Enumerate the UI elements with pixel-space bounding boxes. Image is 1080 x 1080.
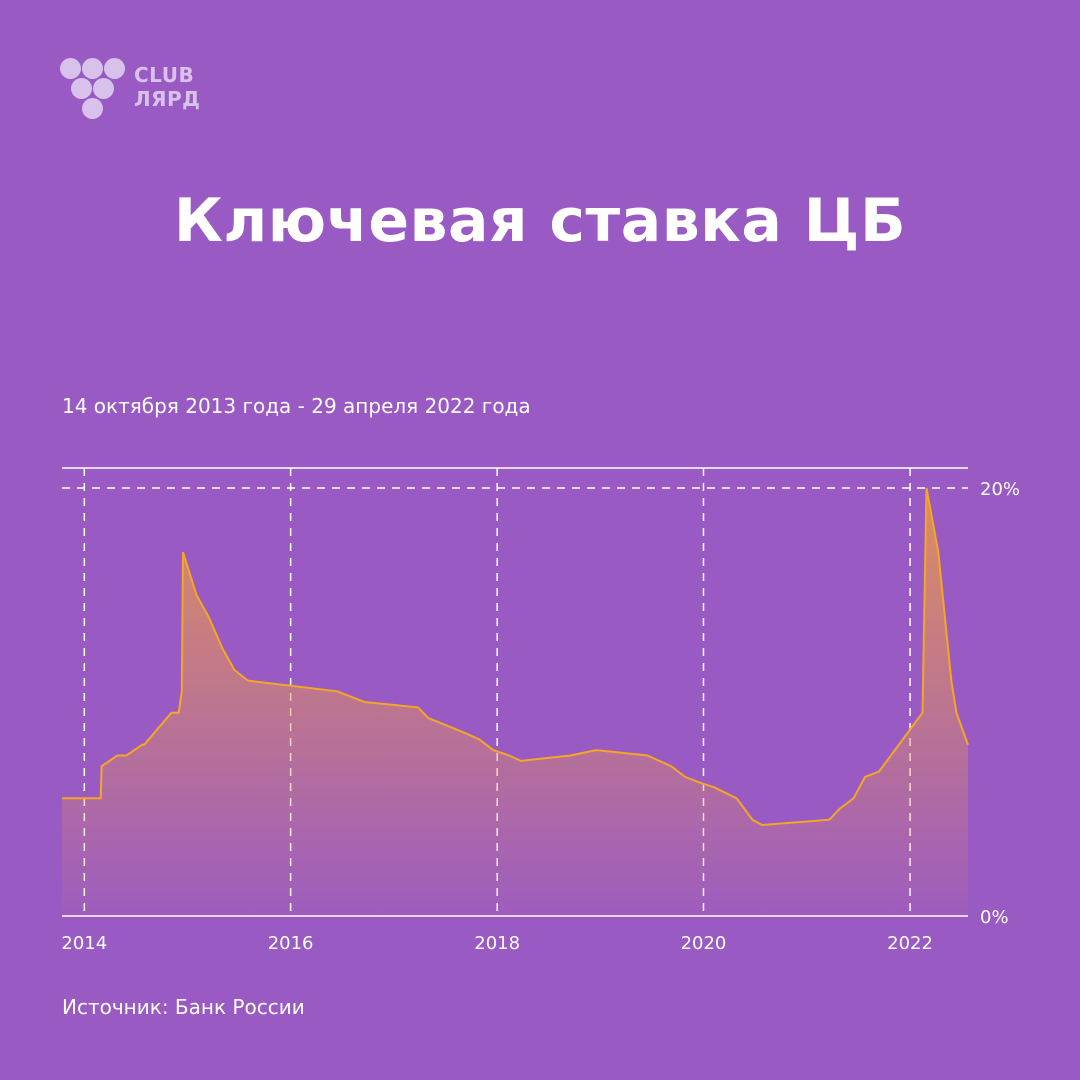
x-tick-label: 2022 (887, 933, 933, 954)
grape-icon (82, 98, 103, 119)
page-title: Ключевая ставка ЦБ (173, 186, 907, 256)
x-tick-label: 2016 (268, 933, 314, 954)
x-tick-label: 2018 (474, 933, 520, 954)
x-tick-label: 2014 (61, 933, 107, 954)
date-range-subtitle: 14 октября 2013 года - 29 апреля 2022 го… (62, 394, 531, 418)
brand-line2: ЛЯРД (134, 87, 201, 111)
brand-line1: CLUB (134, 63, 195, 87)
source-note: Источник: Банк России (62, 995, 305, 1019)
x-tick-label: 2020 (681, 933, 727, 954)
brand-logo: CLUB ЛЯРД (60, 58, 210, 122)
rate-line (62, 487, 969, 827)
grape-icon (60, 58, 81, 79)
grape-icon (93, 78, 114, 99)
grape-icon (82, 58, 103, 79)
grape-icon (104, 58, 125, 79)
y-tick-label: 0% (980, 907, 1009, 928)
grape-icon (71, 78, 92, 99)
rate-area (62, 488, 968, 916)
y-tick-label: 20% (980, 479, 1020, 500)
